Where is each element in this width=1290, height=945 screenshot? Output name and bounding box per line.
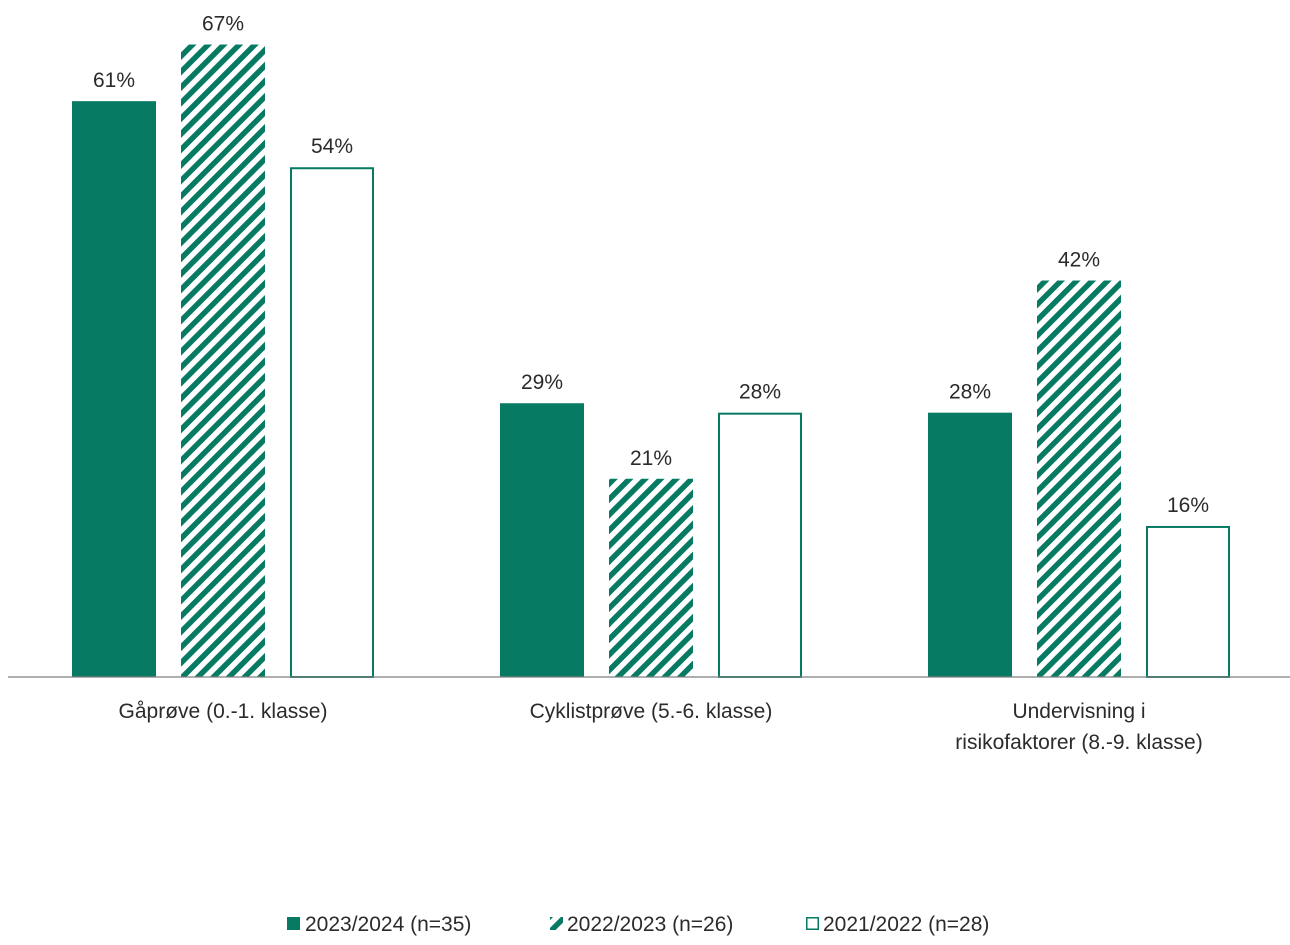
category-labels-layer: Gåprøve (0.-1. klasse) Cyklistprøve (5.-6… (119, 700, 1203, 754)
bar-outline-2 (718, 412, 802, 678)
legend-swatch-solid (287, 917, 300, 930)
category-label: risikofaktorer (8.-9. klasse) (955, 731, 1202, 754)
legend-label: 2023/2024 (n=35) (305, 913, 471, 936)
bar-outline-3 (1146, 525, 1230, 679)
bar-solid-3 (928, 412, 1012, 677)
legend-swatch-outline (806, 917, 819, 930)
data-label: 28% (949, 381, 991, 404)
bar-outline-1 (290, 167, 374, 679)
category-label: Gåprøve (0.-1. klasse) (119, 700, 328, 723)
data-label: 28% (739, 381, 781, 404)
bar-solid-1 (72, 101, 156, 677)
category-label: Undervisning i (1012, 700, 1145, 723)
data-label: 61% (93, 69, 135, 92)
data-label: 42% (1058, 249, 1100, 272)
legend-swatch-hatched (550, 917, 563, 930)
value-labels-layer: 61% 29% 28% 67% 21% 42% 54% 28% 16% (93, 13, 1209, 517)
bars-layer (72, 44, 1230, 679)
data-label: 16% (1167, 494, 1209, 517)
bar-hatched-3 (1037, 280, 1121, 677)
category-label: Cyklistprøve (5.-6. klasse) (530, 700, 773, 723)
bar-solid-2 (500, 403, 584, 677)
data-label: 21% (630, 447, 672, 470)
bar-hatched-2 (609, 478, 693, 677)
data-label: 67% (202, 13, 244, 36)
data-label: 29% (521, 371, 563, 394)
legend-label: 2021/2022 (n=28) (823, 913, 989, 936)
legend: 2023/2024 (n=35) 2022/2023 (n=26) 2021/202… (287, 913, 989, 936)
data-label: 54% (311, 135, 353, 158)
bar-hatched-1 (181, 44, 265, 677)
legend-label: 2022/2023 (n=26) (567, 913, 733, 936)
